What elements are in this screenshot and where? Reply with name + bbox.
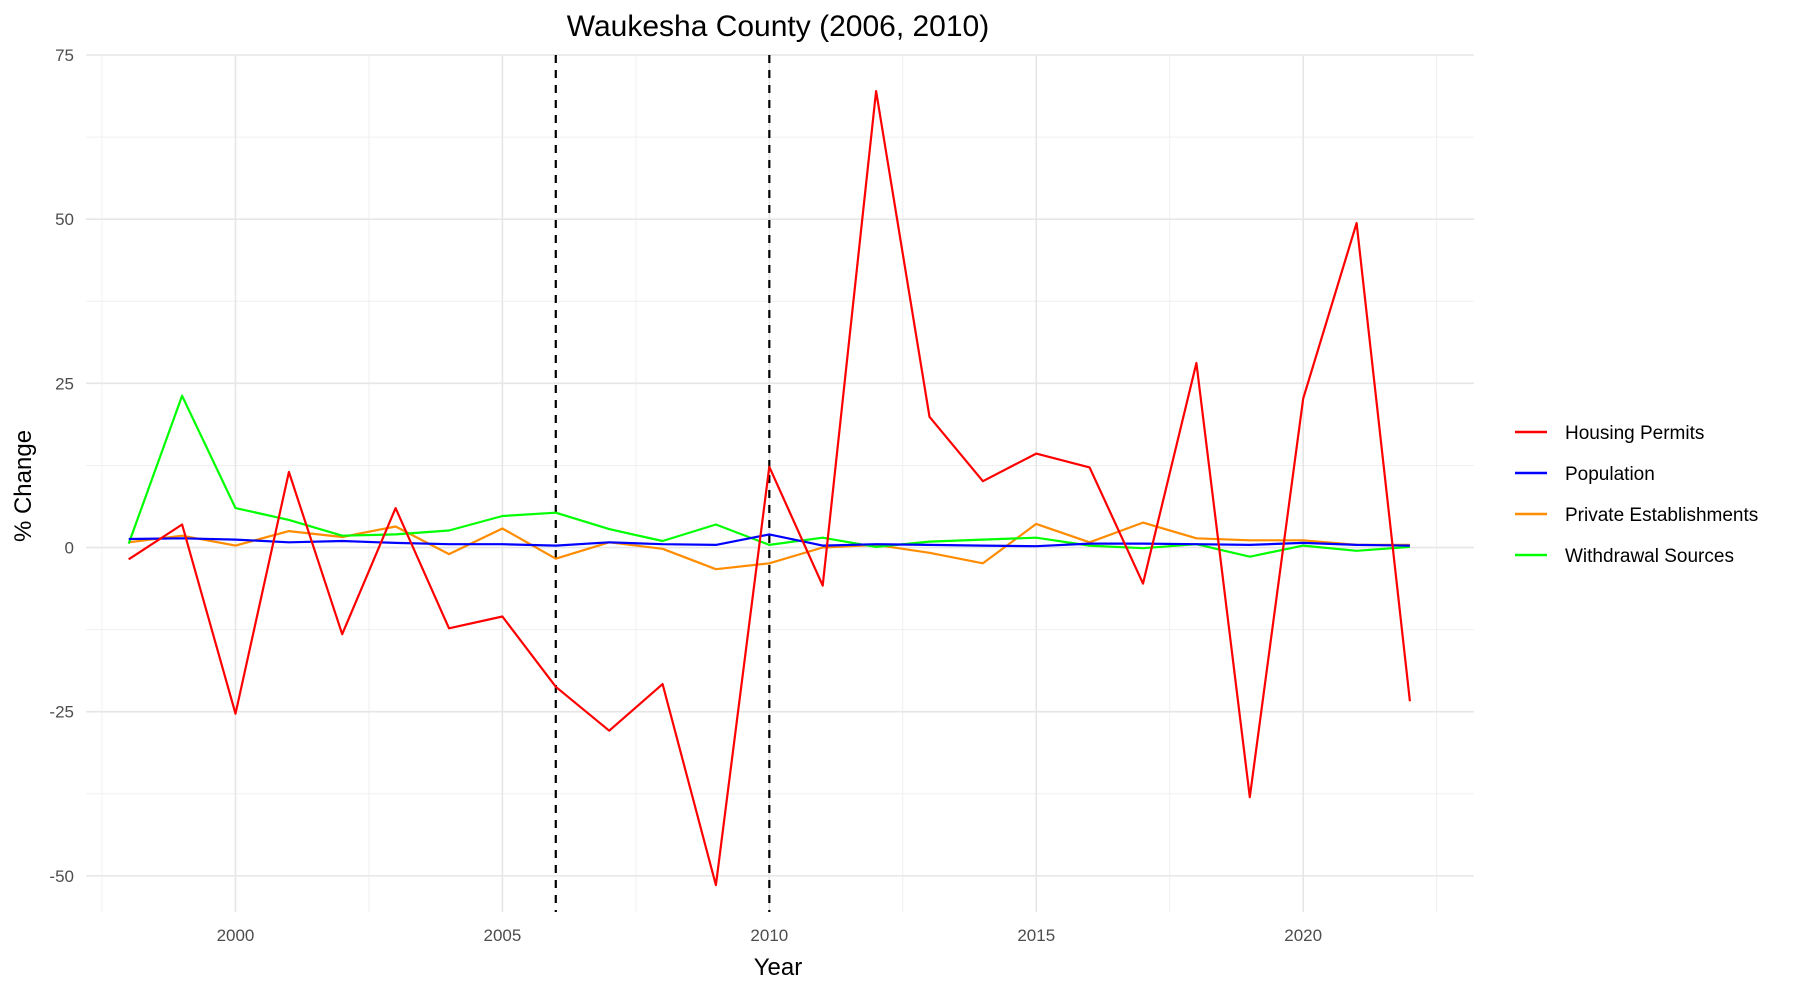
x-tick-label: 2000 [217,926,255,945]
legend-label: Housing Permits [1565,423,1704,444]
y-tick-label: -50 [49,867,74,886]
legend-item: Private Establishments [1515,505,1758,526]
series-line-private-establishments [128,521,1410,571]
legend-label: Withdrawal Sources [1565,546,1734,567]
x-axis-tick-labels: 2000 2005 2010 2015 2020 [217,926,1323,945]
y-axis-title: % Change [10,430,37,542]
series-line-housing-permits [128,89,1411,887]
legend-label: Private Establishments [1565,505,1758,526]
legend-item: Housing Permits [1515,423,1704,444]
y-tick-label: 50 [55,210,74,229]
reference-lines [554,55,771,912]
grid-lines [86,54,1474,912]
series-line-population [128,533,1410,548]
y-axis-tick-labels: 75 50 25 0 -25 -50 [49,46,74,886]
legend-item: Population [1515,464,1655,485]
legend: Housing Permits Population Private Establi… [1515,423,1758,567]
legend-label: Population [1565,464,1655,485]
chart-title: Waukesha County (2006, 2010) [567,10,989,43]
x-tick-label: 2015 [1017,926,1055,945]
x-axis-title: Year [754,954,803,981]
y-tick-label: -25 [49,703,74,722]
x-tick-label: 2005 [483,926,521,945]
y-tick-label: 0 [65,539,74,558]
legend-item: Withdrawal Sources [1515,546,1734,567]
y-tick-label: 25 [55,374,74,393]
y-tick-label: 75 [55,46,74,65]
x-tick-label: 2020 [1284,926,1322,945]
series-lines [127,89,1411,887]
x-tick-label: 2010 [750,926,788,945]
